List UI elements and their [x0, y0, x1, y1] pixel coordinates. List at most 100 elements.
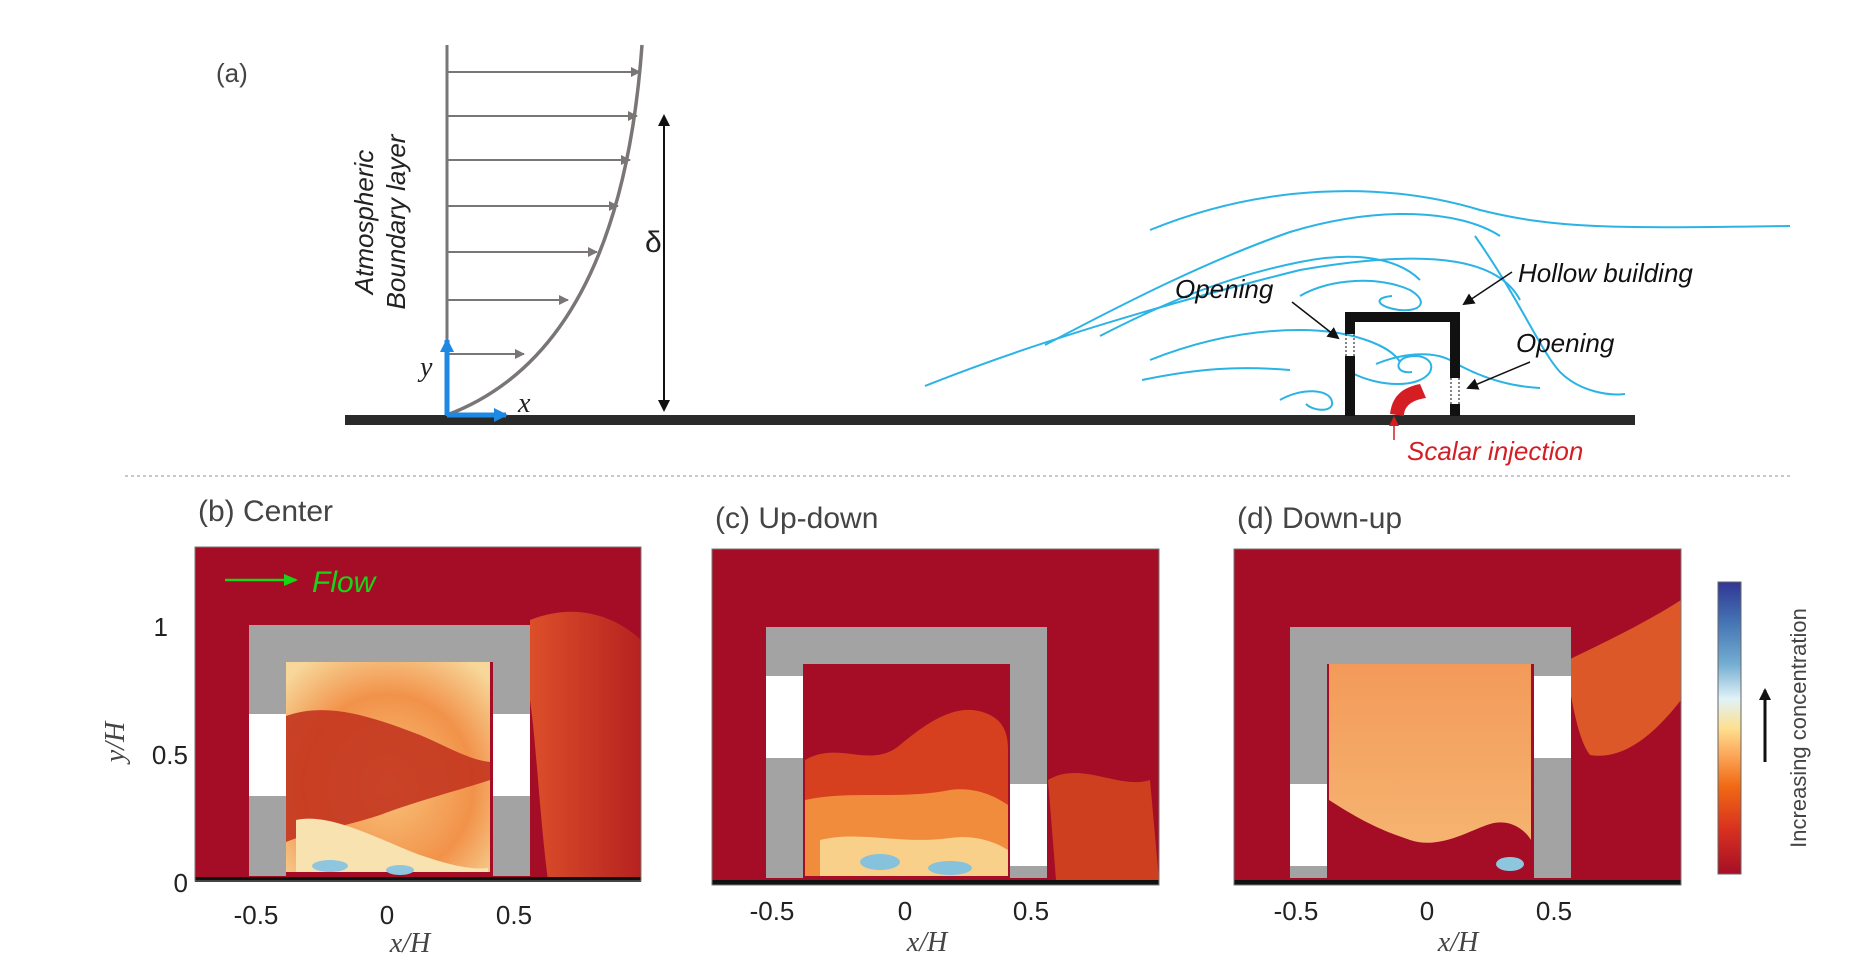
hollow-building-label: Hollow building [1518, 258, 1693, 288]
panel-d-ground [1234, 880, 1681, 885]
x-tick-label: 0.5 [496, 900, 532, 930]
boundary-layer-label-line1: Atmospheric [349, 150, 379, 297]
scalar-injection-jet [1390, 384, 1426, 416]
panel-d-building-wall [1290, 664, 1327, 784]
velocity-profile-curve [446, 44, 644, 417]
y-tick-label: 0 [174, 868, 188, 898]
boundary-layer-label-line2: Boundary layer [381, 133, 411, 309]
vortex [1279, 390, 1334, 411]
y-tick-label: 0.5 [152, 740, 188, 770]
hollow-building [1345, 312, 1460, 416]
building-wall-left-upper [1345, 312, 1355, 334]
panel-c-building-wall [766, 664, 803, 676]
panel-c: (c) Up-down -0.5 0 0.5 x/H [711, 502, 1160, 958]
vortex [1349, 354, 1433, 385]
x-tick-label: 0 [1420, 896, 1434, 926]
x-axis-label: x/H [906, 927, 949, 958]
streamline [924, 257, 1521, 387]
streamline [1141, 367, 1291, 381]
x-tick-label: 0.5 [1013, 896, 1049, 926]
panel-c-ground [712, 880, 1159, 885]
panel-b-wake [530, 611, 641, 880]
panel-b-ground [195, 877, 641, 882]
streamline [1149, 190, 1791, 231]
y-axis-symbol: y [417, 352, 433, 383]
panel-d-opening-right [1534, 676, 1571, 758]
opening-right-pointer [1466, 361, 1531, 390]
x-axis-symbol: x [517, 388, 531, 419]
velocity-profile-arrows [447, 67, 641, 359]
panel-b-building-wall [249, 796, 286, 876]
panel-b-building-roof [249, 625, 530, 662]
panel-a-label: (a) [216, 58, 248, 88]
streamline [1099, 255, 1421, 337]
panel-c-label: (c) Up-down [715, 502, 878, 535]
panel-b-near-ground [296, 818, 488, 872]
flow-label: Flow [312, 566, 378, 599]
panel-d-building-wall [1534, 758, 1571, 878]
panel-b-opening-left [249, 714, 286, 796]
panel-c-cool-patch [928, 861, 972, 875]
x-tick-label: -0.5 [234, 900, 279, 930]
panel-c-opening-right [1010, 784, 1047, 866]
panel-d-label: (d) Down-up [1237, 502, 1402, 535]
x-axis-label: x/H [389, 928, 432, 959]
panel-d-low-region [1329, 800, 1531, 876]
ground-plane [345, 415, 1635, 425]
x-tick-label: 0 [898, 896, 912, 926]
y-axis-label: y/H [100, 720, 131, 765]
panel-d-opening-left [1290, 784, 1327, 866]
building-wall-right-lower [1450, 404, 1460, 416]
building-wall-right-upper [1450, 312, 1460, 378]
y-tick-label: 1 [154, 612, 168, 642]
panel-c-near-ground [820, 836, 1008, 876]
colorbar-label: Increasing concentration [1786, 608, 1811, 848]
streamline [1474, 235, 1626, 396]
panel-c-cool-patch [860, 854, 900, 870]
streamlines [924, 190, 1791, 411]
panel-c-building-wall [1010, 866, 1047, 878]
panel-d-building-roof [1290, 627, 1571, 664]
panel-b-frame [194, 546, 642, 882]
panel-d-building-wall [1290, 866, 1327, 878]
panel-d-cool-patch [1496, 857, 1524, 871]
colorbar-bar [1717, 581, 1742, 875]
panel-a: (a) Atmospheric Boundary layer δ y x [216, 44, 1791, 466]
colorbar: Increasing concentration [1717, 581, 1811, 875]
streamline [1044, 212, 1501, 346]
opening-right-label: Opening [1516, 328, 1615, 358]
panel-b-label: (b) Center [198, 495, 333, 528]
panel-b-cool-patch [386, 865, 414, 875]
building-wall-left-lower [1345, 356, 1355, 416]
x-axis-label: x/H [1437, 927, 1480, 958]
panel-b-opening-right [493, 714, 530, 796]
building-roof [1345, 312, 1460, 322]
panel-b-building-wall [493, 796, 530, 876]
x-tick-label: -0.5 [750, 896, 795, 926]
panel-d: (d) Down-up -0.5 0 0.5 x/H [1233, 502, 1682, 958]
panel-b: (b) Center Flow 1 0.5 0 y/H -0.5 0 0.5 x… [100, 495, 642, 959]
hollow-building-pointer [1462, 271, 1513, 306]
panel-b-plume [286, 710, 490, 842]
panel-c-building-wall [1010, 664, 1047, 784]
panel-d-building-wall [1534, 664, 1571, 676]
opening-left-label: Opening [1175, 274, 1274, 304]
panel-d-frame [1233, 548, 1682, 886]
panel-c-building-wall [766, 758, 803, 878]
panel-d-wake [1568, 600, 1681, 756]
vortex [1299, 279, 1422, 312]
opening-left-pointer [1291, 301, 1340, 340]
panel-c-frame [711, 548, 1160, 886]
scalar-injection-label: Scalar injection [1407, 436, 1583, 466]
x-tick-label: -0.5 [1274, 896, 1319, 926]
panel-c-opening-left [766, 676, 803, 758]
streamline [1149, 328, 1401, 363]
delta-symbol: δ [645, 226, 662, 259]
panel-b-building-wall [493, 662, 530, 714]
panel-b-cool-patch [312, 860, 348, 872]
panel-c-building-roof [766, 627, 1047, 664]
x-tick-label: 0.5 [1536, 896, 1572, 926]
panel-c-wake [1048, 772, 1159, 880]
panel-b-building-wall [249, 662, 286, 714]
